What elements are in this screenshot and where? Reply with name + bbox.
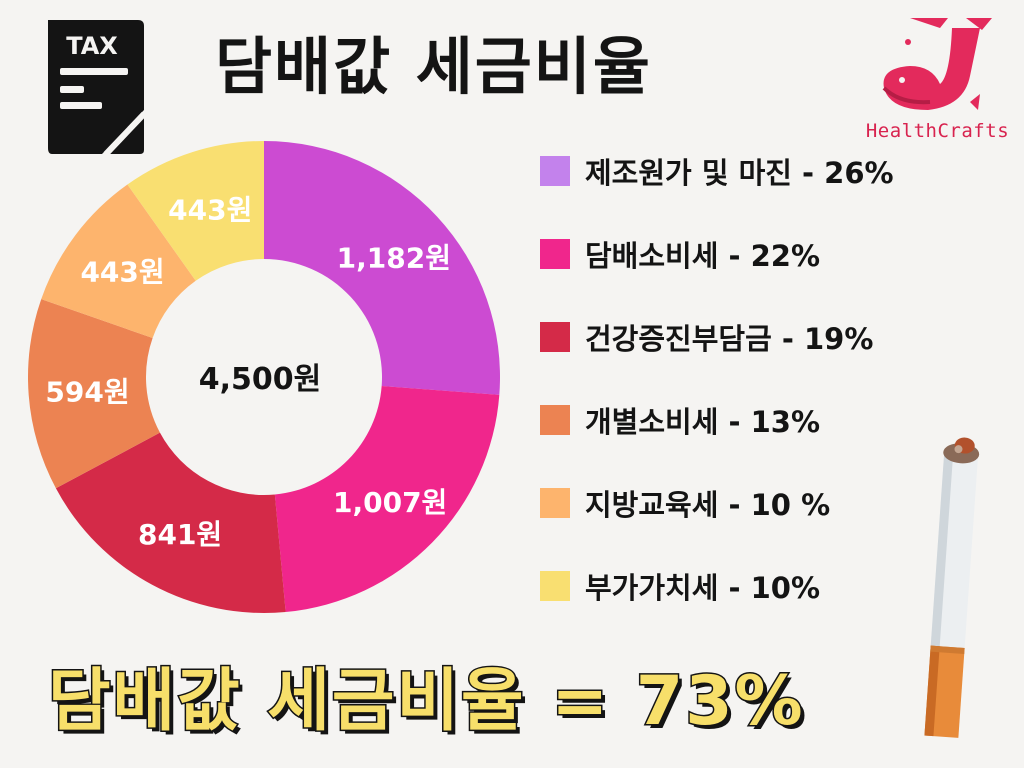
- donut-slice: [127, 141, 264, 281]
- healthcrafts-logo: [882, 18, 992, 110]
- legend-label: 지방교육세 - 10 %: [585, 488, 831, 522]
- legend-label: 제조원가 및 마진 - 26%: [585, 156, 894, 190]
- page-title: 담배값 세금비율: [215, 30, 652, 103]
- slice-value-label: 1,007원: [333, 486, 447, 519]
- legend-label: 부가가치세 - 10%: [585, 571, 821, 605]
- chart-legend: 제조원가 및 마진 - 26% 담배소비세 - 22% 건강증진부담금 - 19…: [540, 150, 1010, 648]
- legend-item: 담배소비세 - 22%: [540, 233, 1010, 275]
- legend-swatch: [540, 322, 570, 352]
- donut-slice: [274, 385, 500, 613]
- logo-text: HealthCrafts: [865, 120, 1010, 142]
- legend-swatch: [540, 405, 570, 435]
- chart-center-label: 4,500원: [199, 362, 322, 397]
- tax-icon-text: TAX: [66, 32, 118, 60]
- slice-value-label: 594원: [45, 376, 129, 409]
- legend-item: 지방교육세 - 10 %: [540, 482, 1010, 524]
- slice-value-label: 1,182원: [337, 242, 451, 275]
- legend-item: 부가가치세 - 10%: [540, 565, 1010, 607]
- slice-value-label: 841원: [138, 518, 222, 551]
- slice-value-label: 443원: [80, 256, 164, 289]
- legend-swatch: [540, 239, 570, 269]
- legend-swatch: [540, 571, 570, 601]
- legend-item: 개별소비세 - 13%: [540, 399, 1010, 441]
- slice-value-label: 443원: [168, 193, 252, 226]
- legend-label: 개별소비세 - 13%: [585, 405, 821, 439]
- legend-item: 건강증진부담금 - 19%: [540, 316, 1010, 358]
- legend-label: 담배소비세 - 22%: [585, 239, 821, 273]
- donut-slice: [27, 299, 160, 489]
- legend-label: 건강증진부담금 - 19%: [585, 322, 874, 356]
- tax-document-icon: TAX: [48, 20, 147, 157]
- legend-swatch: [540, 488, 570, 518]
- legend-item: 제조원가 및 마진 - 26%: [540, 150, 1010, 192]
- donut-slice: [264, 141, 501, 395]
- summary-title: 담배값 세금비율 = 73%: [47, 661, 805, 743]
- donut-slice: [55, 432, 286, 613]
- donut-slice: [41, 184, 196, 339]
- legend-swatch: [540, 156, 570, 186]
- cigarette-illustration: [924, 437, 980, 738]
